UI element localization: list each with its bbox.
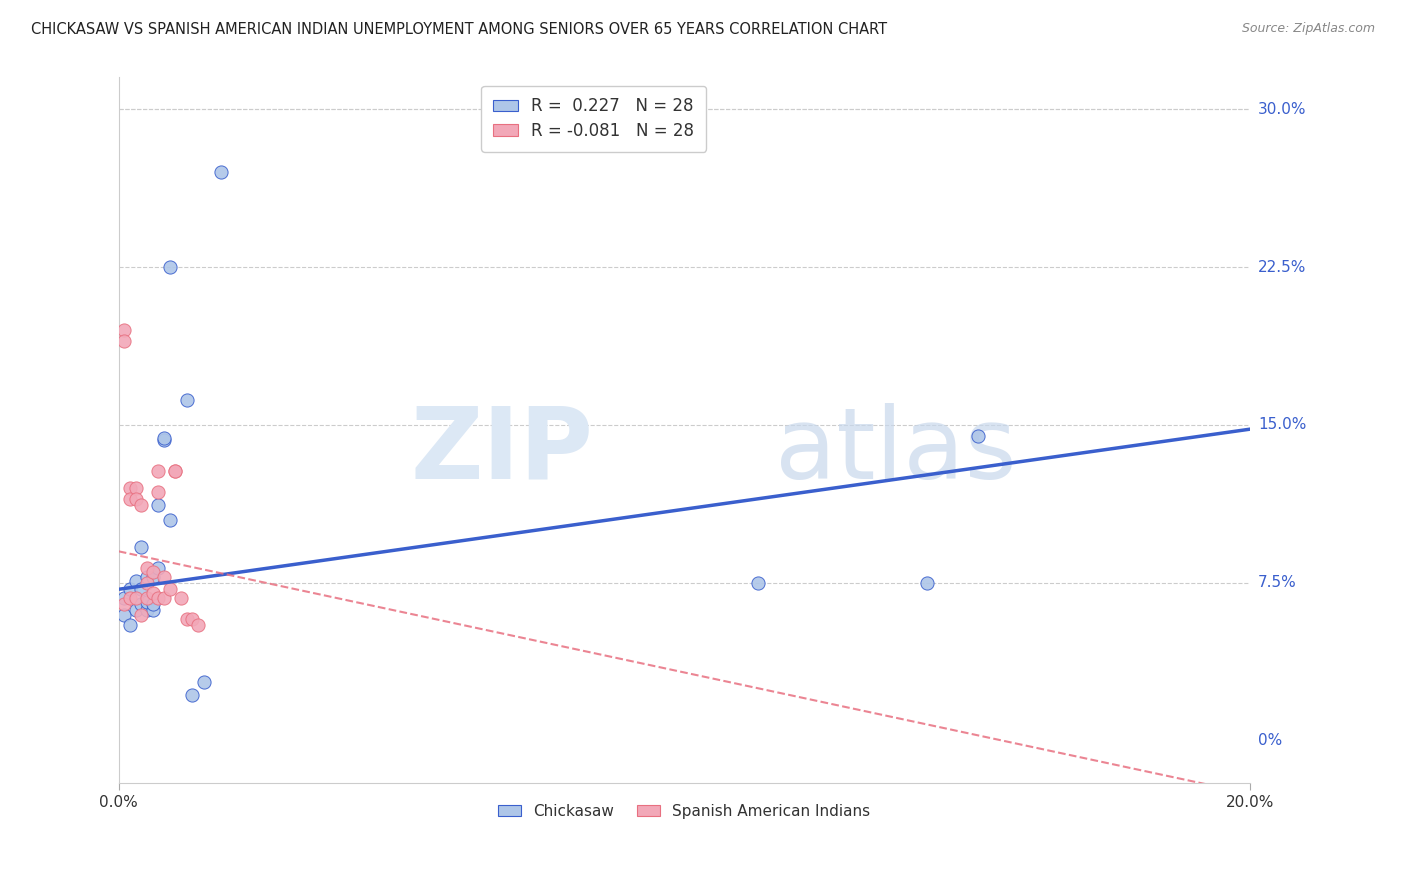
- Text: ZIP: ZIP: [411, 403, 593, 500]
- Text: 30.0%: 30.0%: [1258, 102, 1306, 117]
- Text: 22.5%: 22.5%: [1258, 260, 1306, 275]
- Point: [148, 464, 170, 478]
- Point: [112, 323, 135, 337]
- Point: [153, 591, 176, 605]
- Point: [967, 428, 990, 442]
- Point: [136, 569, 159, 583]
- Point: [917, 576, 939, 591]
- Text: Source: ZipAtlas.com: Source: ZipAtlas.com: [1241, 22, 1375, 36]
- Point: [131, 540, 153, 554]
- Point: [136, 561, 159, 575]
- Point: [131, 607, 153, 622]
- Point: [165, 464, 187, 478]
- Point: [176, 612, 198, 626]
- Point: [112, 591, 135, 605]
- Point: [193, 675, 215, 690]
- Point: [118, 491, 141, 506]
- Point: [181, 612, 204, 626]
- Text: 0%: 0%: [1258, 733, 1282, 748]
- Point: [125, 574, 148, 588]
- Text: atlas: atlas: [775, 403, 1017, 500]
- Point: [125, 603, 148, 617]
- Point: [136, 603, 159, 617]
- Point: [159, 260, 181, 274]
- Point: [142, 603, 165, 617]
- Point: [209, 165, 232, 179]
- Point: [131, 582, 153, 597]
- Point: [131, 597, 153, 611]
- Point: [142, 566, 165, 580]
- Text: CHICKASAW VS SPANISH AMERICAN INDIAN UNEMPLOYMENT AMONG SENIORS OVER 65 YEARS CO: CHICKASAW VS SPANISH AMERICAN INDIAN UNE…: [31, 22, 887, 37]
- Point: [125, 491, 148, 506]
- Point: [142, 569, 165, 583]
- Point: [148, 485, 170, 500]
- Point: [148, 498, 170, 512]
- Point: [159, 513, 181, 527]
- Point: [142, 586, 165, 600]
- Point: [176, 392, 198, 407]
- Point: [118, 591, 141, 605]
- Point: [112, 334, 135, 348]
- Point: [131, 498, 153, 512]
- Point: [747, 576, 769, 591]
- Point: [112, 607, 135, 622]
- Point: [165, 464, 187, 478]
- Point: [112, 597, 135, 611]
- Point: [136, 576, 159, 591]
- Text: 15.0%: 15.0%: [1258, 417, 1306, 433]
- Point: [187, 618, 209, 632]
- Point: [159, 582, 181, 597]
- Point: [148, 561, 170, 575]
- Text: 7.5%: 7.5%: [1258, 575, 1296, 591]
- Legend: Chickasaw, Spanish American Indians: Chickasaw, Spanish American Indians: [492, 797, 876, 825]
- Point: [153, 569, 176, 583]
- Point: [181, 688, 204, 702]
- Point: [118, 618, 141, 632]
- Point: [125, 591, 148, 605]
- Point: [118, 481, 141, 495]
- Point: [148, 591, 170, 605]
- Point: [153, 433, 176, 447]
- Point: [136, 591, 159, 605]
- Point: [142, 597, 165, 611]
- Point: [125, 481, 148, 495]
- Point: [153, 431, 176, 445]
- Point: [136, 595, 159, 609]
- Point: [170, 591, 193, 605]
- Point: [118, 582, 141, 597]
